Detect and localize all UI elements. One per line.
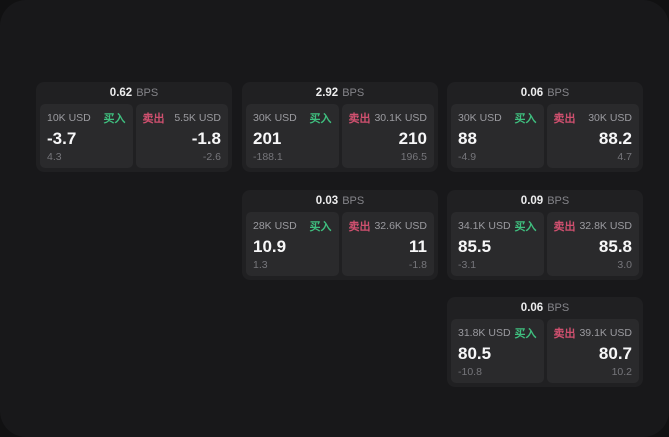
buy-label: 买入 [309,113,332,125]
sell-quote-panel[interactable]: 卖出 39.1K USD 80.7 10.2 [546,319,639,383]
quote-card: 2.92 BPS 30K USD 买入 201 -188.1 卖出 30.1K … [242,82,438,172]
sell-quote-panel[interactable]: 卖出 32.6K USD 11 -1.8 [341,212,434,276]
sell-price: 210 [398,129,427,148]
sell-size: 39.1K USD [579,327,632,339]
sell-quote-panel[interactable]: 卖出 30.1K USD 210 196.5 [341,104,434,168]
bps-unit-label: BPS [547,87,570,99]
sell-quote-panel[interactable]: 卖出 5.5K USD -1.8 -2.6 [135,104,228,168]
quote-card: 0.06 BPS 30K USD 买入 88 -4.9 卖出 30K USD 8… [447,82,643,172]
bps-spread-header: 0.06 BPS [451,82,639,104]
quote-card: 0.09 BPS 34.1K USD 买入 85.5 -3.1 卖出 32.8K… [447,190,643,280]
buy-quote-panel[interactable]: 30K USD 买入 201 -188.1 [246,104,339,168]
quote-card: 0.62 BPS 10K USD 买入 -3.7 4.3 卖出 5.5K USD… [36,82,232,172]
sell-price: 80.7 [598,344,632,363]
sell-label: 卖出 [348,113,371,125]
sell-price: 11 [409,237,427,256]
buy-size: 31.8K USD [458,327,511,339]
bps-unit-label: BPS [342,87,365,99]
buy-size: 30K USD [253,112,297,124]
buy-label: 买入 [514,328,537,340]
bps-value: 0.06 [520,302,544,314]
bps-spread-header: 2.92 BPS [246,82,434,104]
sell-size: 5.5K USD [174,112,221,124]
sell-label: 卖出 [553,113,576,125]
buy-price: 80.5 [458,344,492,363]
sell-sub-value: -2.6 [202,151,221,163]
buy-price: 201 [253,129,282,148]
bps-spread-header: 0.06 BPS [451,297,639,319]
buy-quote-panel[interactable]: 30K USD 买入 88 -4.9 [451,104,544,168]
bps-unit-label: BPS [342,195,365,207]
buy-label: 买入 [309,221,332,233]
buy-quote-panel[interactable]: 34.1K USD 买入 85.5 -3.1 [451,212,544,276]
quote-card: 0.03 BPS 28K USD 买入 10.9 1.3 卖出 32.6K US… [242,190,438,280]
buy-size: 28K USD [253,220,297,232]
buy-price: 85.5 [458,237,492,256]
buy-label: 买入 [514,113,537,125]
buy-size: 34.1K USD [458,220,511,232]
sell-price: 88.2 [598,129,632,148]
buy-label: 买入 [103,113,126,125]
sell-size: 30K USD [588,112,632,124]
bps-unit-label: BPS [547,195,570,207]
buy-price: 10.9 [253,237,287,256]
bps-spread-header: 0.62 BPS [40,82,228,104]
sell-label: 卖出 [553,328,576,340]
buy-sub-value: -10.8 [458,366,482,378]
sell-sub-value: -1.8 [408,259,427,271]
buy-sub-value: -4.9 [458,151,477,163]
bps-spread-header: 0.03 BPS [246,190,434,212]
buy-quote-panel[interactable]: 28K USD 买入 10.9 1.3 [246,212,339,276]
bps-unit-label: BPS [547,302,570,314]
buy-price: -3.7 [47,129,77,148]
quote-card: 0.06 BPS 31.8K USD 买入 80.5 -10.8 卖出 39.1… [447,297,643,387]
bps-value: 2.92 [315,87,339,99]
buy-sub-value: 4.3 [47,151,62,163]
sell-sub-value: 196.5 [400,151,427,163]
buy-size: 30K USD [458,112,502,124]
sell-sub-value: 4.7 [617,151,632,163]
bps-value: 0.06 [520,87,544,99]
sell-quote-panel[interactable]: 卖出 30K USD 88.2 4.7 [546,104,639,168]
buy-size: 10K USD [47,112,91,124]
buy-price: 88 [458,129,477,148]
buy-sub-value: -3.1 [458,259,477,271]
sell-size: 32.6K USD [374,220,427,232]
bps-value: 0.62 [109,87,133,99]
sell-price: -1.8 [191,129,221,148]
sell-size: 30.1K USD [374,112,427,124]
sell-quote-panel[interactable]: 卖出 32.8K USD 85.8 3.0 [546,212,639,276]
sell-sub-value: 10.2 [611,366,632,378]
bps-value: 0.09 [520,195,544,207]
sell-label: 卖出 [142,113,165,125]
buy-quote-panel[interactable]: 10K USD 买入 -3.7 4.3 [40,104,133,168]
sell-label: 卖出 [348,221,371,233]
buy-label: 买入 [514,221,537,233]
bps-spread-header: 0.09 BPS [451,190,639,212]
sell-price: 85.8 [598,237,632,256]
sell-sub-value: 3.0 [617,259,632,271]
buy-quote-panel[interactable]: 31.8K USD 买入 80.5 -10.8 [451,319,544,383]
bps-value: 0.03 [315,195,339,207]
sell-size: 32.8K USD [579,220,632,232]
buy-sub-value: 1.3 [253,259,268,271]
sell-label: 卖出 [553,221,576,233]
bps-unit-label: BPS [136,87,159,99]
buy-sub-value: -188.1 [253,151,283,163]
